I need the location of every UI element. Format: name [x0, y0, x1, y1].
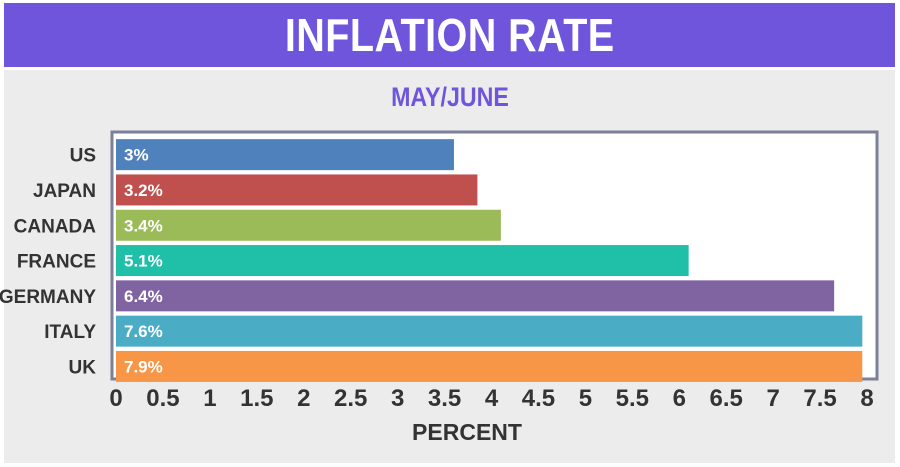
- x-tick-label: 0: [109, 385, 122, 412]
- x-tick-label: 1.5: [240, 385, 273, 412]
- category-label-italy: ITALY: [44, 322, 96, 343]
- chart-subtitle: MAY/JUNE: [391, 82, 509, 112]
- x-tick-label: 6: [673, 385, 686, 412]
- category-label-france: FRANCE: [17, 252, 96, 273]
- data-label-japan: 3.2%: [124, 181, 163, 200]
- data-label-uk: 7.9%: [124, 357, 163, 376]
- x-tick-label: 4.5: [522, 385, 555, 412]
- bar-canada: [116, 209, 501, 241]
- chart-main-title: INFLATION RATE: [284, 9, 615, 61]
- bar-germany: [116, 280, 835, 312]
- x-tick-label: 7.5: [803, 385, 836, 412]
- bar-uk: [116, 350, 863, 382]
- category-label-japan: JAPAN: [33, 181, 96, 202]
- category-label-us: US: [70, 146, 96, 167]
- x-tick-label: 2.5: [334, 385, 367, 412]
- data-label-france: 5.1%: [124, 252, 163, 271]
- x-tick-label: 1: [203, 385, 216, 412]
- data-label-us: 3%: [124, 146, 149, 165]
- x-tick-label: 2: [297, 385, 310, 412]
- bar-us: [116, 139, 454, 171]
- bars-group: 3% 3.2% 3.4% 5.1% 6.4% 7.6% 7.9%: [116, 139, 863, 382]
- bar-france: [116, 245, 689, 277]
- bar-italy: [116, 315, 863, 347]
- x-tick-label: 6.5: [710, 385, 743, 412]
- data-label-canada: 3.4%: [124, 216, 163, 235]
- category-label-canada: CANADA: [14, 216, 97, 237]
- x-tick-label: 8: [860, 385, 873, 412]
- data-label-germany: 6.4%: [124, 287, 163, 306]
- bar-japan: [116, 174, 478, 206]
- x-tick-label: 4: [485, 385, 499, 412]
- x-tick-label: 3.5: [428, 385, 461, 412]
- x-tick-label: 5.5: [616, 385, 649, 412]
- x-tick-label: 7: [766, 385, 779, 412]
- x-tick-label: 5: [579, 385, 592, 412]
- x-tick-label: 3: [391, 385, 404, 412]
- category-label-germany: GERMANY: [0, 287, 96, 308]
- data-label-italy: 7.6%: [124, 322, 163, 341]
- title-banner: INFLATION RATE: [4, 3, 895, 67]
- y-axis-categories: US JAPAN CANADA FRANCE GERMANY ITALY UK: [0, 146, 96, 379]
- x-tick-label: 0.5: [146, 385, 179, 412]
- category-label-uk: UK: [69, 357, 97, 378]
- x-axis-ticks: 0 0.5 1 1.5 2 2.5 3 3.5 4 4.5 5 5.5 6 6.5 7 7.5 8: [109, 385, 873, 412]
- x-axis-label: PERCENT: [412, 419, 522, 445]
